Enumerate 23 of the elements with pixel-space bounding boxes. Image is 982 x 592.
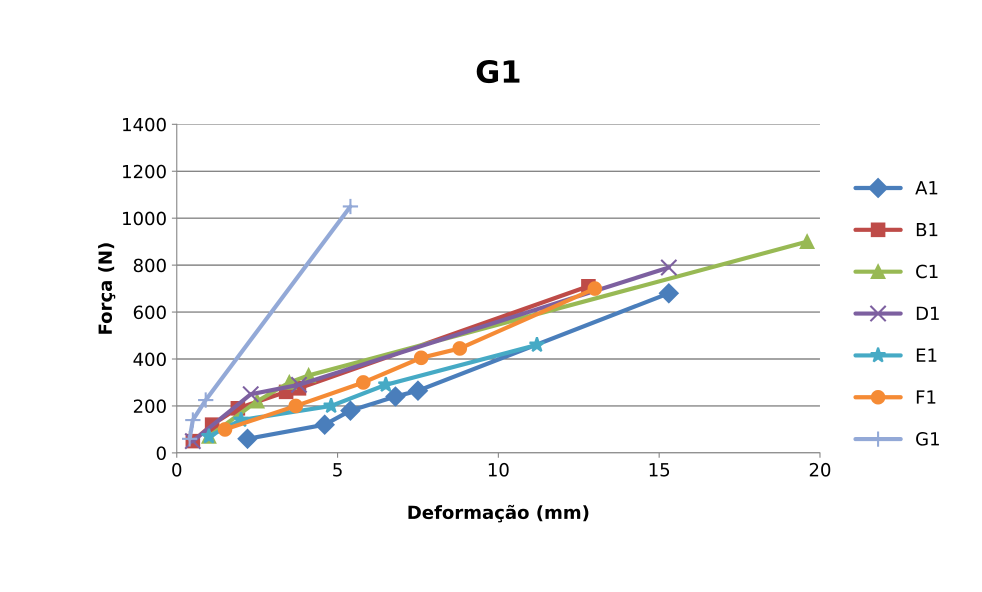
y-tick-label: 600 <box>134 306 166 320</box>
legend-label: F1 <box>916 390 936 404</box>
legend-label: D1 <box>916 306 939 320</box>
y-tick-label: 0 <box>156 446 166 460</box>
legend-label: B1 <box>916 223 938 236</box>
y-tick-label: 1400 <box>123 118 166 132</box>
y-tick-label: 1200 <box>123 164 166 178</box>
legend-label: G1 <box>916 432 939 446</box>
x-axis-title: Deformação (mm) <box>408 504 588 522</box>
y-axis-title: Força (N) <box>98 243 116 334</box>
legend-label: A1 <box>915 181 938 194</box>
y-tick-label: 200 <box>134 399 166 414</box>
y-tick-label: 1000 <box>123 212 166 226</box>
x-tick-label: 5 <box>333 463 342 477</box>
y-tick-label: 800 <box>134 258 166 272</box>
chart-title: G1 <box>476 60 520 84</box>
legend-label: E1 <box>916 348 936 362</box>
x-tick-label: 15 <box>650 463 670 477</box>
x-tick-label: 10 <box>488 462 509 477</box>
y-tick-label: 400 <box>133 352 166 366</box>
x-tick-label: 0 <box>172 462 182 477</box>
legend-label: C1 <box>916 264 938 278</box>
x-tick-label: 20 <box>810 462 830 477</box>
